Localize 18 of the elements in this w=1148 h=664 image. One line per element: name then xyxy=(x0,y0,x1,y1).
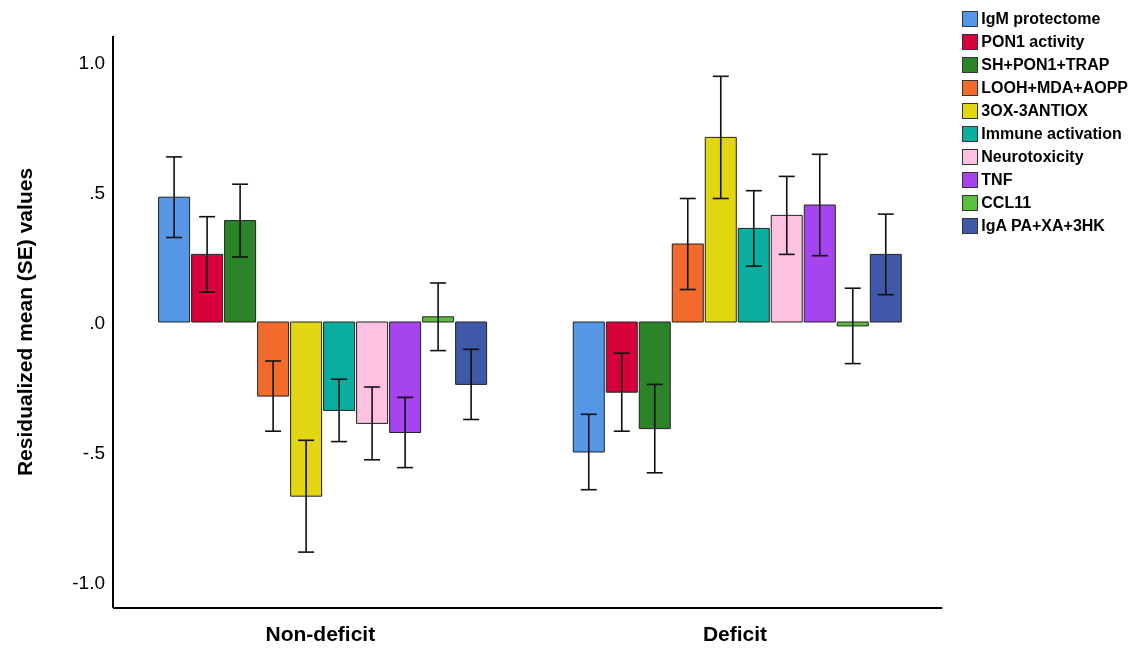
legend-label: SH+PON1+TRAP xyxy=(981,55,1110,74)
legend-label: Neurotoxicity xyxy=(981,147,1084,166)
y-tick-label: .0 xyxy=(89,311,105,333)
legend-label: LOOH+MDA+AOPP xyxy=(981,78,1128,97)
legend-label: Immune activation xyxy=(981,124,1122,143)
y-tick-label: .5 xyxy=(89,181,105,203)
legend-label: PON1 activity xyxy=(981,32,1085,51)
legend-label: TNF xyxy=(981,170,1013,189)
legend-label: CCL11 xyxy=(981,193,1032,212)
y-tick-label: -.5 xyxy=(82,441,105,463)
y-tick-label: -1.0 xyxy=(72,571,105,593)
legend-label: 3OX-3ANTIOX xyxy=(981,101,1088,120)
x-tick-label: Non-deficit xyxy=(265,621,376,645)
legend-label: IgA PA+XA+3HK xyxy=(981,216,1105,235)
y-tick-label: 1.0 xyxy=(78,51,105,73)
legend-label: IgM protectome xyxy=(981,9,1101,28)
x-tick-label: Deficit xyxy=(702,621,768,645)
y-axis-title: Residualized mean (SE) values xyxy=(13,167,37,477)
